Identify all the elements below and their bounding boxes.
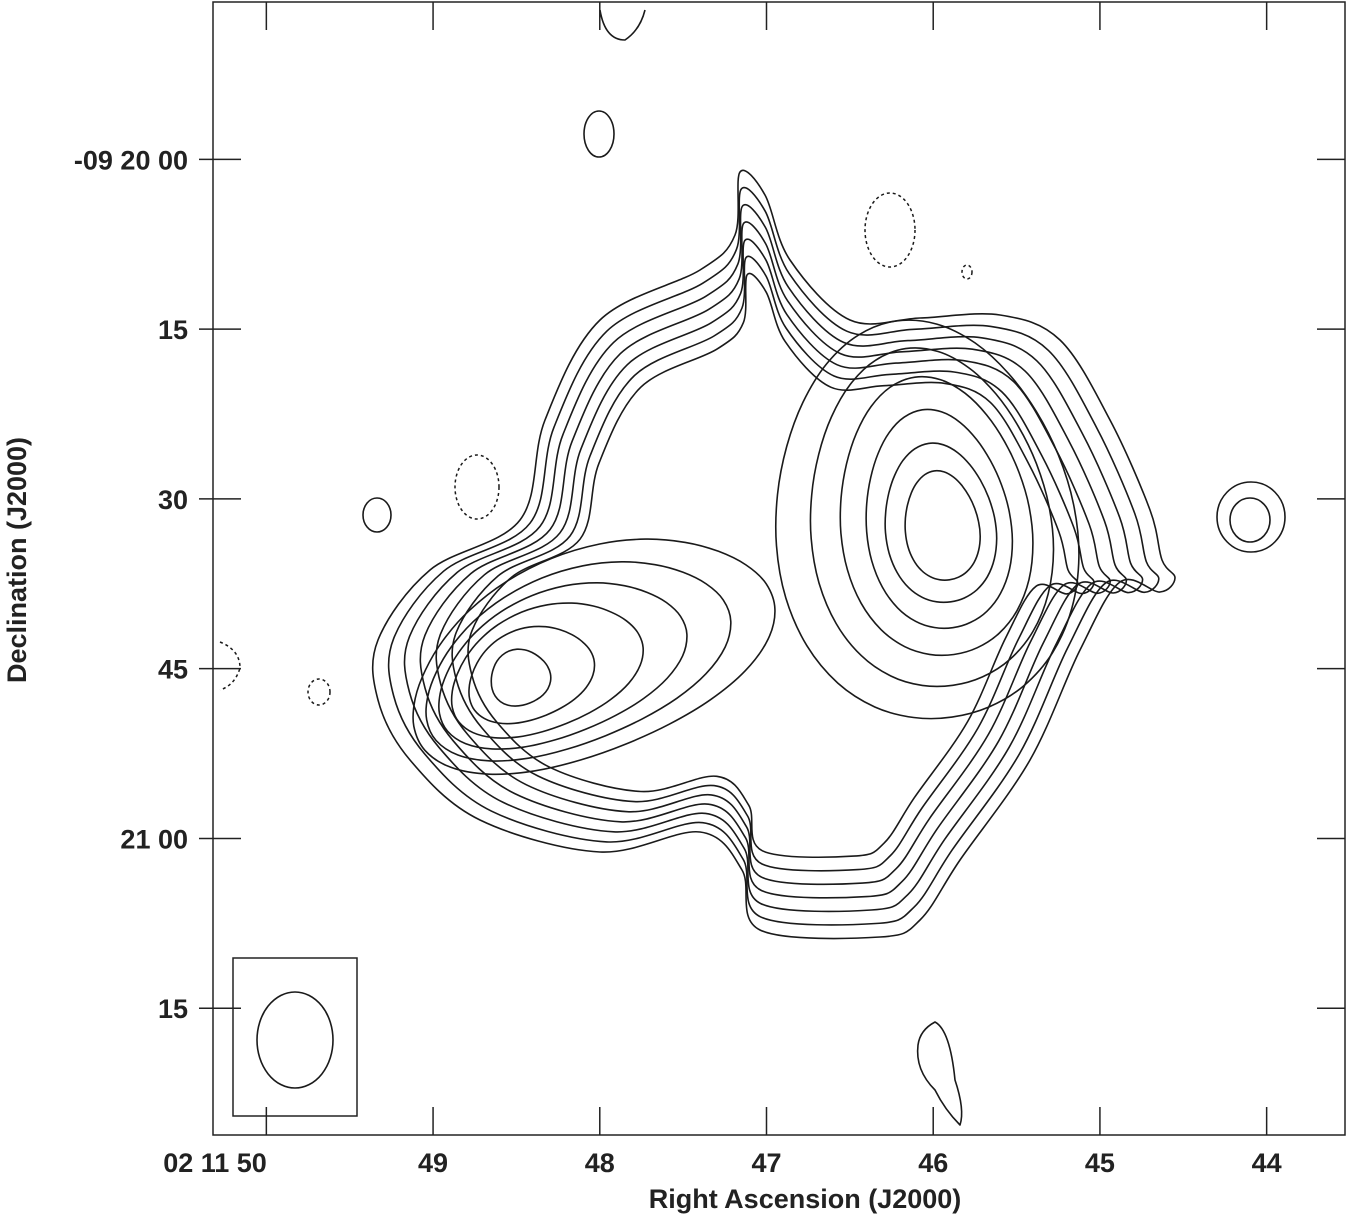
contour: [412, 538, 776, 776]
beam-box: [232, 957, 358, 1117]
x-tick-label: 45: [1085, 1148, 1115, 1178]
y-tick-label: 15: [158, 315, 188, 345]
contour: [371, 169, 1176, 940]
y-tick-label: 45: [158, 655, 188, 685]
contour: [1229, 497, 1271, 543]
contour: [809, 347, 1055, 688]
beam: [256, 991, 334, 1089]
contour: [403, 204, 1144, 913]
contour: [362, 497, 392, 533]
x-tick-label: 02 11 50: [163, 1148, 267, 1178]
contour: [884, 442, 998, 604]
negative-contour: [307, 678, 331, 706]
y-tick-label: -09 20 00: [74, 145, 188, 175]
y-tick-label: 30: [158, 485, 188, 515]
contour: [467, 272, 1079, 859]
x-tick-label: 47: [751, 1148, 781, 1178]
contour: [387, 186, 1160, 926]
x-tick-label: 44: [1252, 1148, 1282, 1178]
contour: [451, 255, 1095, 872]
x-tick-label: 48: [585, 1148, 615, 1178]
contour: [583, 110, 615, 158]
contours: [371, 169, 1176, 940]
negative-contour: [961, 264, 973, 280]
negative-contour: [219, 641, 241, 691]
y-tick-label: 21 00: [120, 824, 188, 854]
contour: [599, 9, 646, 41]
x-tick-label: 49: [418, 1148, 448, 1178]
contour: [425, 560, 732, 762]
y-axis-label: Declination (J2000): [2, 437, 32, 683]
contour: [438, 582, 688, 750]
contour: [450, 602, 644, 739]
contour: [839, 375, 1034, 657]
contour: [774, 319, 1080, 720]
islands: [219, 9, 1286, 1126]
contour: [419, 221, 1128, 899]
negative-contour: [864, 192, 916, 268]
x-tick-label: 46: [918, 1148, 948, 1178]
negative-contour: [454, 454, 500, 520]
contour: [865, 408, 1014, 630]
contour: [435, 238, 1111, 886]
plot-frame: [212, 1, 1346, 1136]
contour: [916, 1021, 963, 1126]
contour: [1216, 481, 1286, 553]
contour: [490, 648, 552, 707]
contour: [904, 469, 981, 581]
contour: [468, 625, 596, 725]
x-axis-label: Right Ascension (J2000): [649, 1184, 962, 1214]
y-tick-label: 15: [158, 994, 188, 1024]
